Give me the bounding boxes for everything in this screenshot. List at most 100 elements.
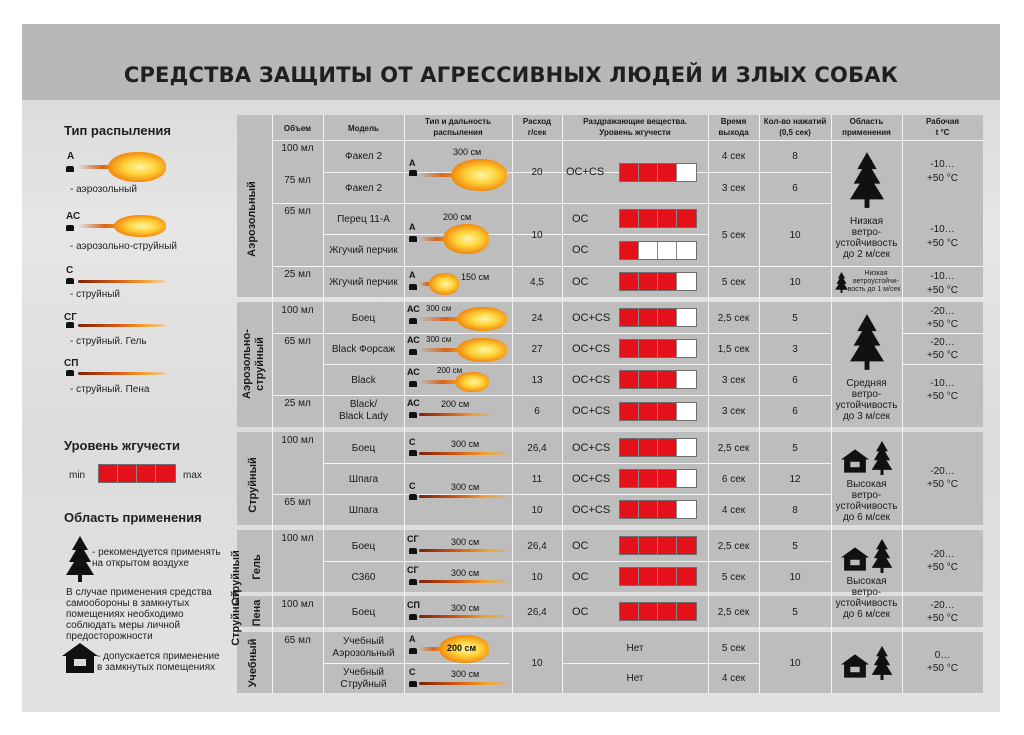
header-presses-line-2: (0,5 сек)	[779, 127, 811, 137]
spray-nozzle-icon	[409, 614, 417, 620]
row-7-level	[619, 370, 697, 389]
row-8-rate: 6	[534, 406, 540, 417]
row-12-agent: ОС	[572, 539, 589, 552]
area-low-small-line-3: вость до 1 м/сек	[847, 286, 901, 293]
row-9-time: 2,5 сек	[717, 442, 750, 454]
legend-code-c: С	[66, 265, 74, 276]
row-15-presses: 10	[789, 657, 801, 669]
row-16-model: Учебный	[342, 666, 385, 678]
row-10-agent: ОС+CS	[572, 472, 611, 485]
spray-nozzle-icon	[409, 648, 417, 654]
row-12-temp-2: +50 °С	[927, 562, 958, 573]
row-4-presses: 10	[789, 276, 801, 288]
row-11-rate: 10	[531, 504, 543, 516]
row-6-level	[619, 339, 697, 358]
row-4-rate: 4,5	[530, 276, 544, 288]
row-0-flame-icon	[419, 159, 507, 191]
row-0-time: 4 сек	[721, 151, 746, 162]
row-0-temp-2: +50 °С	[927, 172, 958, 184]
row-14-presses: 5	[792, 606, 798, 618]
row-12-presses: 5	[792, 540, 798, 552]
row-15-time: 5 сек	[721, 642, 746, 654]
area-high-2-line-1: Высокая	[846, 576, 887, 587]
row-16-type-code: С	[409, 667, 416, 677]
row-12-level	[619, 536, 697, 555]
row-9-presses: 5	[792, 442, 798, 454]
stream-jet-icon	[78, 280, 166, 283]
row-2-rate: 10	[531, 229, 543, 241]
legend-label-c: - струйный	[70, 289, 121, 300]
row-8-time: 3 сек	[721, 406, 746, 417]
tree-icon	[850, 314, 884, 370]
row-3-agent: ОС	[572, 244, 589, 256]
row-2-temp-2: +50 °С	[927, 237, 958, 249]
row-10-model: Шпага	[348, 473, 379, 485]
row-9-rate: 26,4	[527, 442, 547, 454]
row-0-level	[619, 163, 697, 182]
row-0-model: Факел 2	[344, 151, 383, 162]
row-13-rate: 10	[531, 571, 543, 583]
row-6-flame-icon	[419, 338, 507, 362]
row-10-type-code: С	[409, 481, 416, 491]
spray-nozzle-icon	[409, 579, 417, 585]
house-icon	[841, 449, 869, 473]
row-12-rate: 26,4	[527, 540, 547, 552]
row-11-model: Шпага	[348, 504, 379, 516]
row-8-presses: 6	[792, 406, 798, 417]
legend-code-cg: СГ	[64, 312, 77, 323]
house-icon	[841, 547, 869, 571]
row-11-agent: ОС+CS	[572, 503, 611, 516]
row-5-flame-icon	[419, 307, 507, 331]
area-low-line-4: до 2 м/сек	[842, 249, 891, 260]
row-11-volume: 65 мл	[284, 496, 311, 508]
row-9-type-code: С	[409, 437, 416, 447]
row-4-distance: 150 см	[461, 272, 490, 282]
legend-code-ac: АС	[66, 211, 81, 222]
group-stream	[237, 432, 983, 525]
row-4-agent: ОС	[572, 275, 589, 288]
spray-nozzle-icon	[409, 284, 417, 290]
row-1-model: Факел 2	[344, 182, 383, 194]
spray-nozzle-icon	[409, 170, 417, 176]
group-label-aerosol: Аэрозольный	[246, 181, 258, 257]
area-low-small-line-2: ветроустойчи-	[853, 278, 899, 285]
row-4-type-code: А	[409, 270, 416, 280]
group-label-aerostream-1: Аэрозольно-	[241, 329, 253, 399]
level-max-label: max	[183, 470, 202, 481]
spray-nozzle-icon	[409, 494, 417, 500]
row-4-flame-icon	[419, 273, 459, 295]
spray-nozzle-icon	[66, 278, 74, 284]
header-agent-line-1: Раздражающие вещества.	[583, 116, 687, 126]
row-0-distance: 300 см	[453, 147, 482, 157]
row-7-rate: 13	[531, 374, 543, 386]
group-label-aerostream-2: струйный	[254, 337, 266, 391]
row-8-model: Black/	[349, 398, 378, 410]
spray-nozzle-icon	[66, 225, 74, 231]
row-2-time: 5 сек	[721, 229, 746, 241]
row-0-presses: 8	[792, 151, 798, 162]
row-12-type-code: СГ	[407, 534, 419, 544]
row-2-agent: ОС	[572, 212, 589, 225]
area-mid-line-2: ветро-	[851, 389, 882, 400]
row-7-presses: 6	[792, 374, 798, 386]
row-6-agent: ОС+CS	[572, 342, 611, 355]
spray-nozzle-icon	[66, 322, 74, 328]
group-label-foam-1: Струйный	[230, 590, 242, 646]
row-13-gel-icon	[419, 580, 507, 583]
row-13-level	[619, 567, 697, 586]
row-8-level	[619, 402, 697, 421]
row-15-temp-2: +50 °С	[927, 663, 958, 674]
row-9-model: Боец	[351, 442, 376, 454]
header-area-line-2: применения	[842, 127, 891, 137]
row-0-agent: ОС+CS	[566, 165, 605, 178]
row-8-distance: 200 см	[441, 399, 470, 409]
spray-nozzle-icon	[409, 412, 417, 418]
row-15-temp-1: 0…	[934, 650, 951, 661]
row-16-agent: Нет	[626, 673, 644, 684]
row-6-volume: 65 мл	[284, 335, 311, 347]
row-13-presses: 10	[789, 571, 801, 583]
page-title: СРЕДСТВА ЗАЩИТЫ ОТ АГРЕССИВНЫХ ЛЮДЕЙ И З…	[123, 63, 899, 87]
row-7-distance: 200 см	[437, 366, 463, 375]
row-4-time: 5 сек	[721, 276, 746, 288]
row-10-distance: 300 см	[451, 482, 480, 492]
